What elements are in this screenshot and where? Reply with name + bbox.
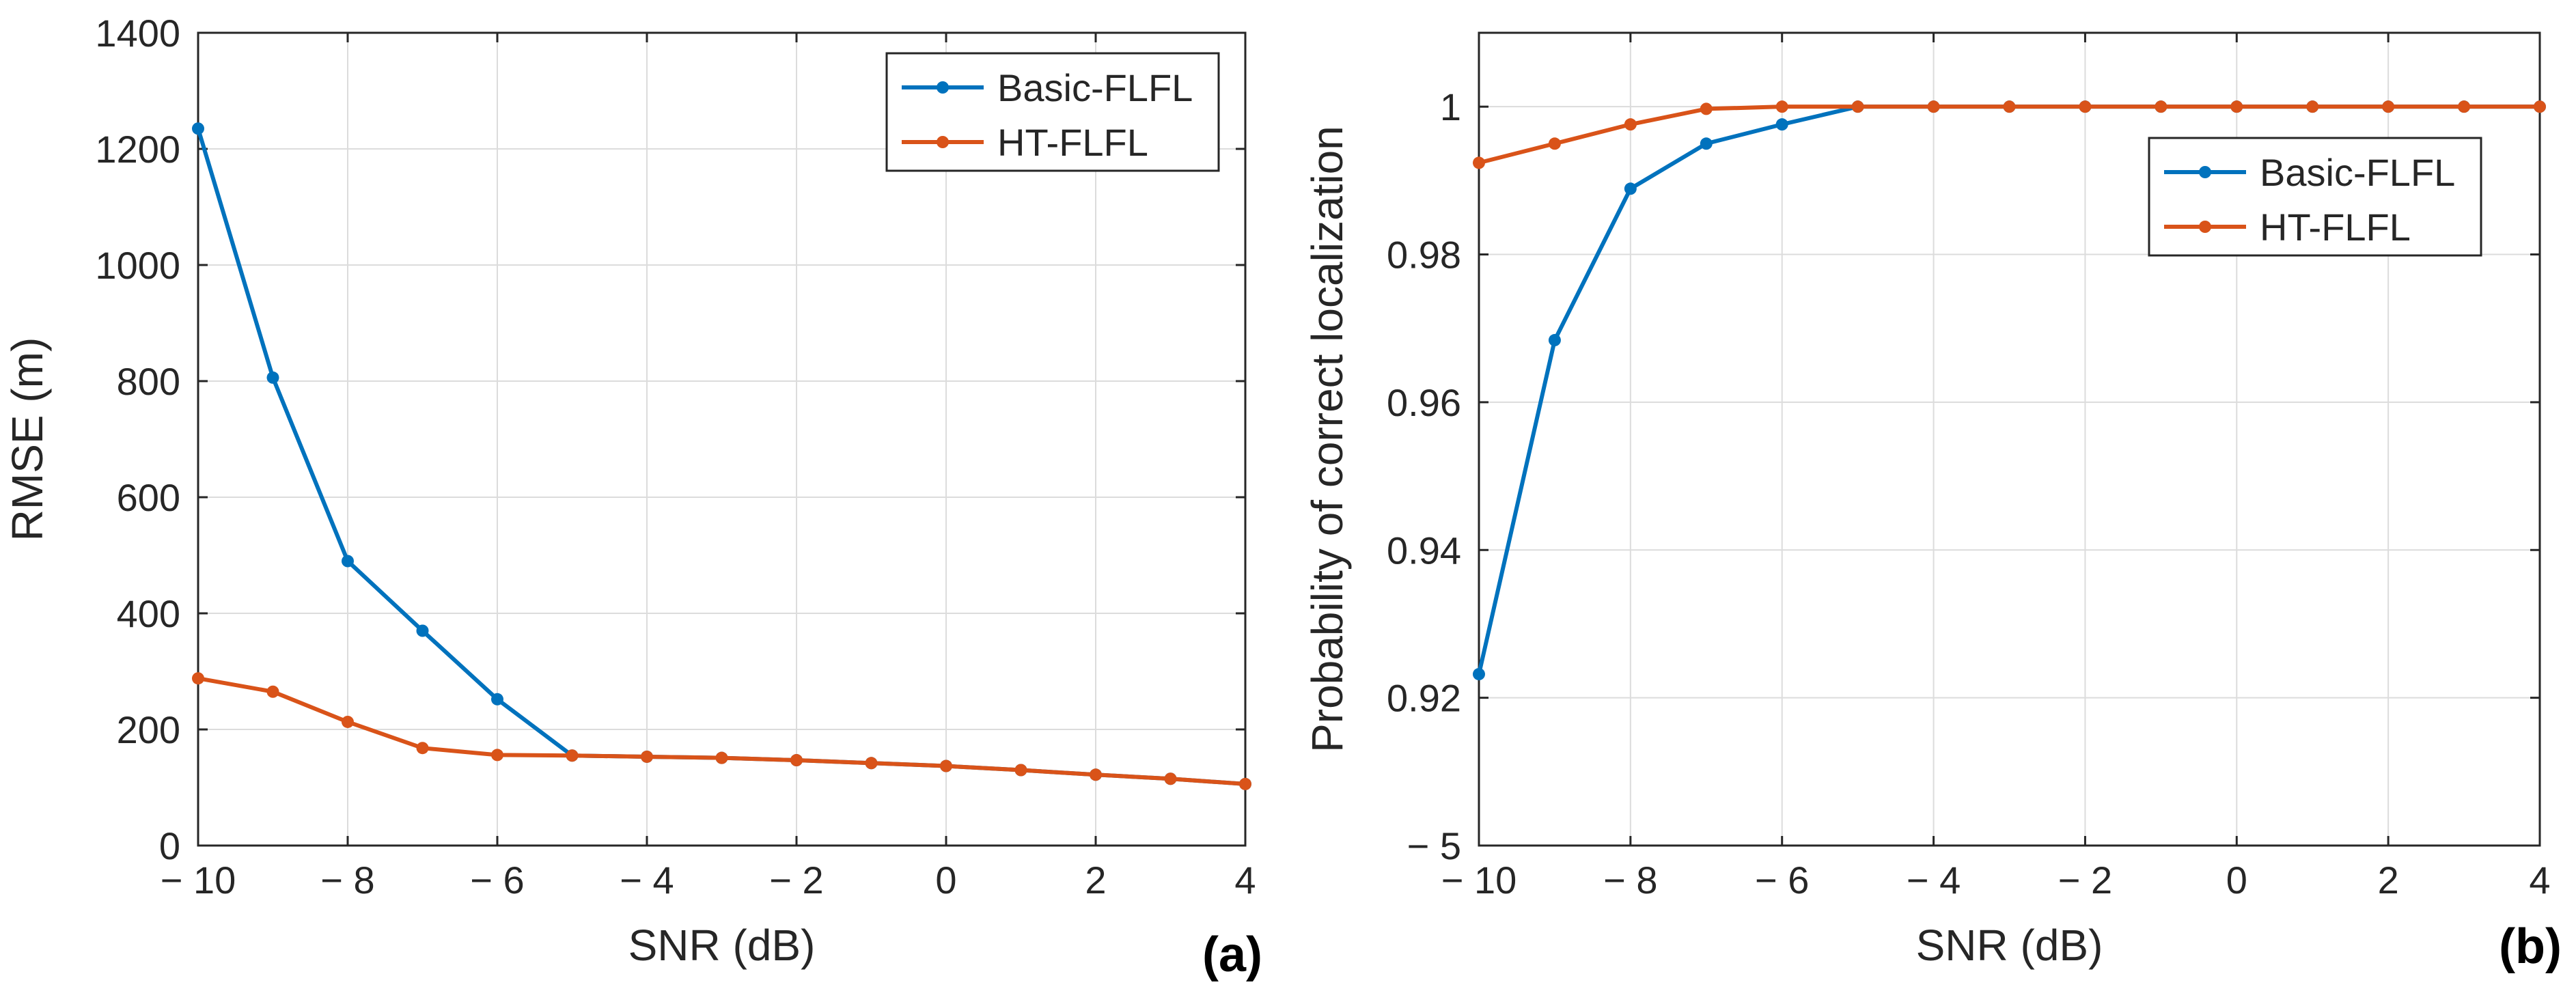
x-tick-label: 0	[935, 859, 956, 902]
data-point-ht-flfl	[491, 749, 503, 762]
legend-box	[885, 52, 1220, 172]
y-tick-label: 1000	[95, 244, 180, 287]
data-point-ht-flfl	[2079, 100, 2092, 113]
series-line-ht-flfl	[197, 676, 1246, 786]
y-tick-label: 1	[1440, 85, 1461, 128]
x-tick-label: − 10	[161, 859, 236, 902]
data-point-ht-flfl	[715, 751, 728, 764]
data-point-basic-flfl	[1700, 137, 1713, 150]
data-point-ht-flfl	[1624, 118, 1637, 131]
data-point-basic-flfl	[1473, 668, 1485, 681]
chart-panel-a: − 10 − 8 − 6 − 4 − 2 0 2 4 0 200 400 600 800 1000 1200…	[3, 12, 1262, 982]
x-tick-label: 4	[2529, 859, 2550, 902]
legend-label: Basic-FLFL	[997, 66, 1193, 109]
data-point-basic-flfl	[192, 122, 204, 135]
y-tick-label: 800	[117, 360, 180, 403]
series-line-basic-flfl	[196, 128, 1246, 786]
data-point-ht-flfl	[2306, 100, 2319, 113]
data-point-ht-flfl	[416, 742, 429, 755]
legend-swatch-marker	[937, 81, 949, 94]
x-tick-label: 2	[1085, 859, 1106, 902]
legend-swatch-marker	[2199, 166, 2211, 178]
data-point-ht-flfl	[2230, 100, 2243, 113]
x-axis-label: SNR (dB)	[628, 921, 816, 970]
data-point-basic-flfl	[266, 371, 279, 384]
y-tick-label: 0	[159, 824, 180, 867]
x-tick-label: − 10	[1441, 859, 1517, 902]
data-point-ht-flfl	[266, 685, 279, 698]
x-tick-label: − 4	[1907, 859, 1961, 902]
panel-label: (b)	[2499, 919, 2562, 974]
y-tick-label: 0.98	[1387, 234, 1461, 277]
y-tick-label: 0.96	[1387, 381, 1461, 424]
y-axis-label: Probability of correct localization	[1303, 126, 1352, 753]
data-point-basic-flfl	[491, 693, 503, 706]
y-tick-label: − 5	[1407, 824, 1461, 867]
data-point-basic-flfl	[1775, 118, 1788, 131]
data-point-ht-flfl	[1014, 764, 1027, 777]
y-tick-label: 400	[117, 592, 180, 635]
x-tick-label: − 6	[1755, 859, 1809, 902]
data-point-ht-flfl	[1548, 137, 1561, 150]
data-point-ht-flfl	[2003, 100, 2016, 113]
x-tick-label: − 8	[1603, 859, 1657, 902]
y-tick-label: 600	[117, 476, 180, 519]
data-point-ht-flfl	[1927, 100, 1940, 113]
legend-swatch-marker	[937, 136, 949, 148]
data-point-ht-flfl	[865, 757, 878, 770]
x-tick-label: 4	[1234, 859, 1256, 902]
y-tick-label: 1400	[95, 12, 180, 55]
data-point-ht-flfl	[790, 754, 803, 767]
data-point-ht-flfl	[1473, 156, 1485, 169]
legend-label: Basic-FLFL	[2260, 151, 2455, 194]
legend-label: HT-FLFL	[997, 121, 1148, 164]
panel-label: (a)	[1202, 928, 1262, 982]
x-tick-label: − 6	[470, 859, 524, 902]
data-point-ht-flfl	[940, 759, 952, 772]
legend-box	[2148, 137, 2482, 257]
x-tick-label: − 8	[320, 859, 374, 902]
data-point-ht-flfl	[342, 715, 354, 728]
x-axis-label: SNR (dB)	[1916, 921, 2103, 970]
axes-frame	[197, 31, 1247, 847]
legend-swatch-marker	[2199, 221, 2211, 233]
data-point-ht-flfl	[1700, 102, 1713, 115]
x-tick-label: 2	[2378, 859, 2399, 902]
x-tick-label: − 4	[620, 859, 674, 902]
y-tick-label: 200	[117, 708, 180, 751]
data-point-basic-flfl	[416, 624, 429, 637]
data-point-ht-flfl	[2458, 100, 2471, 113]
data-point-basic-flfl	[1548, 334, 1561, 347]
x-tick-label: − 2	[2058, 859, 2112, 902]
y-tick-label: 0.94	[1387, 529, 1461, 572]
y-tick-label: 1200	[95, 128, 180, 171]
legend-label: HT-FLFL	[2260, 206, 2411, 249]
data-point-ht-flfl	[1164, 772, 1177, 785]
data-point-basic-flfl	[342, 555, 354, 568]
data-point-ht-flfl	[2534, 100, 2546, 113]
data-point-basic-flfl	[1624, 182, 1637, 195]
data-point-ht-flfl	[641, 750, 653, 763]
data-point-ht-flfl	[566, 749, 579, 762]
y-tick-label: 0.92	[1387, 677, 1461, 720]
data-point-ht-flfl	[1775, 100, 1788, 113]
data-point-ht-flfl	[2382, 100, 2395, 113]
data-point-ht-flfl	[1239, 777, 1251, 790]
data-point-ht-flfl	[1090, 768, 1102, 781]
x-tick-label: 0	[2226, 859, 2247, 902]
data-point-ht-flfl	[2155, 100, 2168, 113]
axes-frame	[1478, 31, 2541, 847]
y-axis-label: RMSE (m)	[3, 337, 52, 542]
data-point-ht-flfl	[1851, 100, 1864, 113]
x-tick-label: − 2	[769, 859, 823, 902]
chart-panel-b: − 10 − 8 − 6 − 4 − 2 0 2 4 − 5 0.92 0.94 0.96 0.98 1 S…	[1303, 31, 2562, 974]
data-point-ht-flfl	[192, 672, 204, 685]
